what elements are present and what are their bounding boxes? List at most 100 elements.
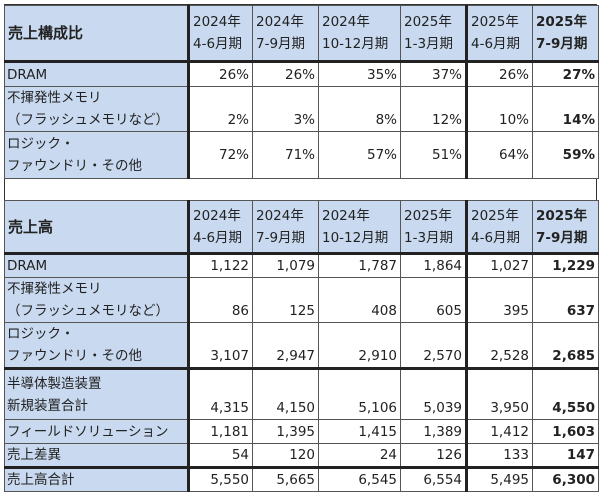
value-cell: 14% xyxy=(532,86,599,132)
period-header: 2025年 4-6月期 xyxy=(466,5,533,63)
row-label-line: 売上高合計 xyxy=(7,472,75,488)
table-row: DRAM 26% 26% 35% 37% 26% 27% xyxy=(4,61,599,87)
table-row: 売上差異 54 120 24 126 133 147 xyxy=(4,443,599,469)
row-label: DRAM xyxy=(4,61,190,87)
value-cell: 2% xyxy=(188,86,253,132)
period-year: 2025年 xyxy=(404,207,452,224)
value-cell: 605 xyxy=(400,277,468,323)
value-cell: 86 xyxy=(188,277,253,323)
period-quarter: 7-9月期 xyxy=(256,229,306,246)
value-cell: 6,545 xyxy=(318,467,401,492)
value-cell: 1,395 xyxy=(252,419,319,444)
period-quarter: 4-6月期 xyxy=(193,229,243,246)
row-label-line: 不揮発性メモリ xyxy=(7,90,102,106)
value-cell: 120 xyxy=(252,443,319,469)
value-cell: 10% xyxy=(466,86,533,132)
value-cell: 637 xyxy=(532,277,599,323)
value-cell: 1,079 xyxy=(252,253,319,278)
period-quarter: 4-6月期 xyxy=(471,36,521,52)
period-header: 2024年 4-6月期 xyxy=(188,5,253,63)
value-cell: 26% xyxy=(466,61,533,87)
value-cell: 1,787 xyxy=(318,253,401,278)
table-row: ロジック・ ファウンドリ・その他 72% 71% 57% 51% 64% 59% xyxy=(4,131,599,179)
period-header: 2025年 1-3月期 xyxy=(400,5,468,63)
table-row: 売上高合計 5,550 5,665 6,545 6,554 5,495 6,300 xyxy=(4,467,599,492)
value-cell: 1,603 xyxy=(532,419,599,444)
value-cell: 1,122 xyxy=(188,253,253,278)
row-label-line: フィールドソリューション xyxy=(7,423,169,440)
period-year: 2024年 xyxy=(322,207,370,224)
table-title: 売上高 xyxy=(4,200,190,255)
value-cell: 35% xyxy=(318,61,401,87)
value-cell: 71% xyxy=(252,131,319,179)
period-header: 2024年 10-12月期 xyxy=(318,200,401,255)
period-header: 2025年 7-9月期 xyxy=(532,5,599,63)
period-year: 2025年 xyxy=(536,14,588,30)
period-header: 2024年 4-6月期 xyxy=(188,200,253,255)
period-header: 2024年 7-9月期 xyxy=(252,5,319,63)
value-cell: 126 xyxy=(400,443,468,469)
row-label-line: 新規装置合計 xyxy=(7,397,88,414)
period-header: 2024年 10-12月期 xyxy=(318,5,401,63)
period-year: 2025年 xyxy=(471,207,519,224)
value-cell: 395 xyxy=(466,277,533,323)
value-cell: 64% xyxy=(466,131,533,179)
period-quarter: 4-6月期 xyxy=(193,36,243,52)
table-row: 不揮発性メモリ （フラッシュメモリなど） 2% 3% 8% 12% 10% 14% xyxy=(4,86,599,132)
value-cell: 24 xyxy=(318,443,401,469)
header-row: 売上高 2024年 4-6月期 2024年 7-9月期 2024年 10-12月期 2025年… xyxy=(4,200,599,255)
period-year: 2024年 xyxy=(193,14,241,30)
row-label-line: （フラッシュメモリなど） xyxy=(7,303,169,319)
period-quarter: 7-9月期 xyxy=(536,229,588,246)
value-cell: 125 xyxy=(252,277,319,323)
value-cell: 2,947 xyxy=(252,322,319,370)
value-cell: 147 xyxy=(532,443,599,469)
row-label: DRAM xyxy=(4,253,190,278)
value-cell: 4,315 xyxy=(188,368,253,420)
period-year: 2025年 xyxy=(404,14,452,30)
value-cell: 54 xyxy=(188,443,253,469)
value-cell: 1,229 xyxy=(532,253,599,278)
value-cell: 57% xyxy=(318,131,401,179)
period-quarter: 7-9月期 xyxy=(256,36,306,52)
period-year: 2024年 xyxy=(256,207,304,224)
value-cell: 1,389 xyxy=(400,419,468,444)
period-quarter: 1-3月期 xyxy=(404,229,454,246)
row-label-line: ロジック・ xyxy=(7,136,75,152)
value-cell: 2,570 xyxy=(400,322,468,370)
value-cell: 27% xyxy=(532,61,599,87)
period-header: 2025年 7-9月期 xyxy=(532,200,599,255)
row-label-line: （フラッシュメモリなど） xyxy=(7,112,169,128)
composition-table: 売上構成比 2024年 4-6月期 2024年 7-9月期 2024年 10-12月期 202… xyxy=(4,5,599,179)
period-quarter: 10-12月期 xyxy=(322,36,389,52)
period-year: 2024年 xyxy=(193,207,241,224)
period-year: 2025年 xyxy=(471,14,519,30)
table-row: 不揮発性メモリ （フラッシュメモリなど） 86 125 408 605 395 637 xyxy=(4,277,599,323)
value-cell: 6,554 xyxy=(400,467,468,492)
row-label-line: DRAM xyxy=(7,258,48,274)
value-cell: 408 xyxy=(318,277,401,323)
value-cell: 2,685 xyxy=(532,322,599,370)
value-cell: 4,550 xyxy=(532,368,599,420)
value-cell: 1,181 xyxy=(188,419,253,444)
value-cell: 5,039 xyxy=(400,368,468,420)
period-year: 2025年 xyxy=(536,207,588,224)
row-label: 売上高合計 xyxy=(4,467,190,492)
value-cell: 51% xyxy=(400,131,468,179)
row-label-line: ファウンドリ・その他 xyxy=(7,158,142,174)
value-cell: 26% xyxy=(188,61,253,87)
table-row: ロジック・ ファウンドリ・その他 3,107 2,947 2,910 2,570 2,528… xyxy=(4,322,599,370)
sales-tables: 売上構成比 2024年 4-6月期 2024年 7-9月期 2024年 10-12月期 202… xyxy=(4,4,599,492)
value-cell: 37% xyxy=(400,61,468,87)
row-label-line: ファウンドリ・その他 xyxy=(7,348,142,364)
row-label-line: DRAM xyxy=(7,66,48,83)
period-header: 2025年 4-6月期 xyxy=(466,200,533,255)
value-cell: 12% xyxy=(400,86,468,132)
value-cell: 5,550 xyxy=(188,467,253,492)
row-label: 売上差異 xyxy=(4,443,190,469)
value-cell: 1,027 xyxy=(466,253,533,278)
value-cell: 2,528 xyxy=(466,322,533,370)
value-cell: 1,412 xyxy=(466,419,533,444)
table-row: DRAM 1,122 1,079 1,787 1,864 1,027 1,229 xyxy=(4,253,599,278)
period-quarter: 4-6月期 xyxy=(471,229,521,246)
